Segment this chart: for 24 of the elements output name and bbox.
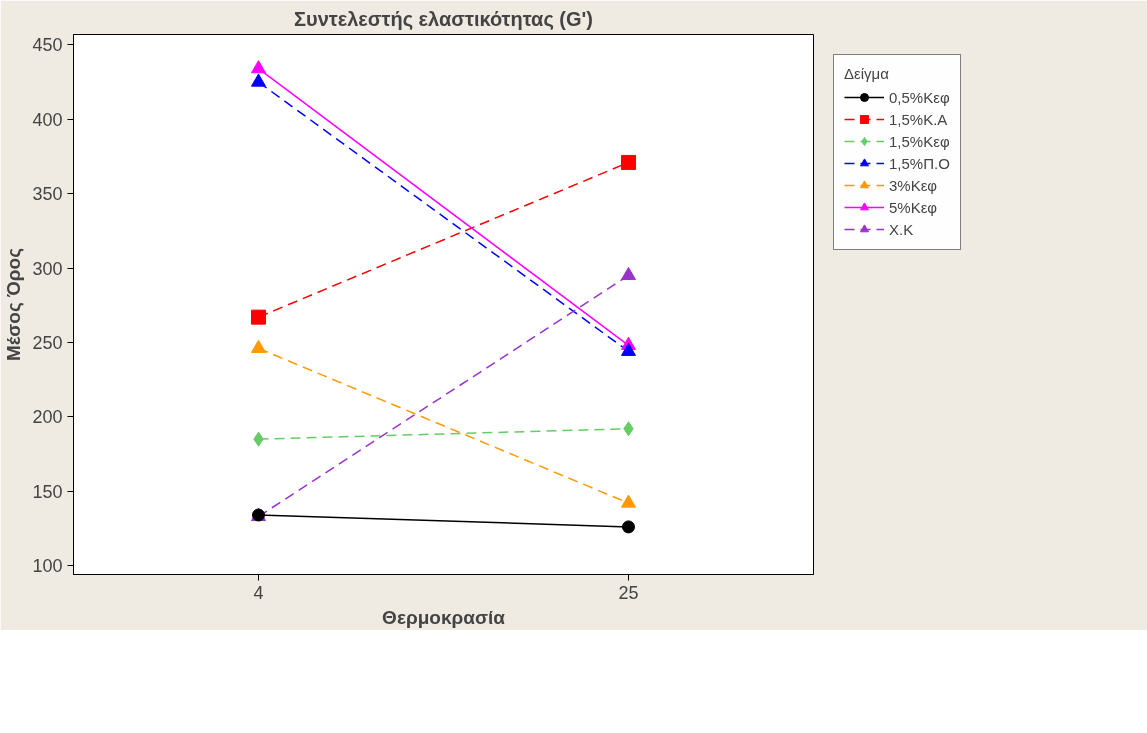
y-tick-label: 400 [32, 109, 63, 130]
legend-label: 5%Κεφ [889, 198, 938, 216]
y-tick-label: 250 [32, 332, 63, 353]
point [621, 154, 636, 170]
y-tick-label: 200 [32, 407, 63, 428]
y-axis-title: Μέσος Όρος [3, 247, 25, 362]
chart-title: Συντελεστής ελαστικότητας (G') [294, 7, 593, 30]
point [251, 309, 266, 325]
x-tick-label: 4 [253, 582, 264, 603]
point [622, 520, 635, 534]
legend-label: 1,5%Π.Ο [889, 154, 950, 172]
legend-label: Χ.Κ [889, 220, 914, 238]
legend-label: 0,5%Κεφ [889, 88, 950, 106]
legend-label: 1,5%Κ.Α [889, 110, 948, 128]
y-tick-label: 100 [32, 556, 63, 577]
legend-label: 3%Κεφ [889, 176, 938, 194]
y-tick-label: 350 [32, 184, 63, 205]
y-tick-label: 450 [32, 35, 63, 56]
legend-label: 1,5%Κεφ [889, 132, 950, 150]
legend-title: Δείγμα [844, 65, 890, 82]
x-tick-label: 25 [618, 582, 639, 603]
x-axis-title: Θερμοκρασία [382, 606, 506, 628]
y-tick-label: 150 [32, 481, 63, 502]
y-tick-label: 300 [32, 258, 63, 279]
